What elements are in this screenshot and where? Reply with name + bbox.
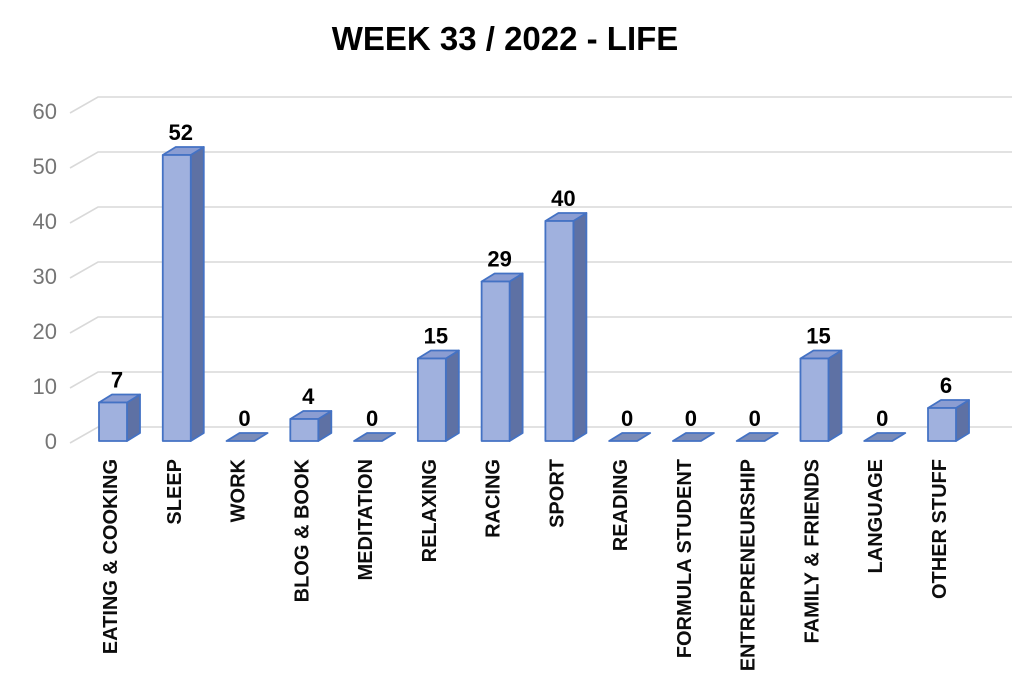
bar xyxy=(289,418,320,442)
gridline xyxy=(69,151,1012,169)
x-axis-label: FORMULA STUDENT xyxy=(674,459,696,658)
bar-value-label: 0 xyxy=(366,406,378,431)
x-axis-label: RACING xyxy=(483,459,505,538)
bar xyxy=(927,407,957,442)
y-axis-labels-group: 0 10 20 30 40 50 60 xyxy=(33,99,57,454)
x-axis-label: OTHER STUFF xyxy=(929,459,951,599)
gridline xyxy=(69,261,1012,279)
bar-value-label: 52 xyxy=(169,120,193,145)
bar-value-label: 0 xyxy=(238,406,250,431)
bar-value-label: 7 xyxy=(111,368,123,393)
gridline xyxy=(69,426,1012,444)
y-tick-label: 60 xyxy=(33,99,57,124)
x-axis-label: LANGUAGE xyxy=(865,459,887,573)
gridline xyxy=(69,371,1012,389)
x-axis-labels-group: EATING & COOKING SLEEP WORK BLOG & BOOK MEDI… xyxy=(100,458,951,671)
bar-side-face xyxy=(508,272,524,442)
bar xyxy=(98,401,128,442)
y-tick-label: 0 xyxy=(45,429,57,454)
y-tick-label: 20 xyxy=(33,319,57,344)
gridline xyxy=(69,96,1012,114)
bar-value-label: 0 xyxy=(685,406,697,431)
gridline xyxy=(69,316,1012,334)
x-axis-label: EATING & COOKING xyxy=(100,459,122,654)
gridline xyxy=(69,206,1012,224)
bar xyxy=(480,280,511,442)
y-tick-label: 10 xyxy=(33,374,57,399)
chart-title: WEEK 33 / 2022 - LIFE xyxy=(332,20,679,57)
bar-zero-marker xyxy=(225,432,269,442)
bar xyxy=(416,357,447,442)
x-axis-label: SPORT xyxy=(546,459,568,528)
x-axis-label: WORK xyxy=(228,458,250,522)
bar-side-face xyxy=(827,349,843,442)
bar-value-label: 4 xyxy=(302,384,315,409)
x-axis-label: ENTREPRENEURSHIP xyxy=(738,459,760,671)
bar-zero-marker xyxy=(672,432,715,442)
x-axis-label: BLOG & BOOK xyxy=(291,458,313,602)
bar-side-face xyxy=(444,349,460,442)
y-tick-label: 40 xyxy=(33,209,57,234)
x-axis-label: SLEEP xyxy=(164,459,186,525)
bar-value-label: 15 xyxy=(424,324,448,349)
bar-zero-marker xyxy=(353,432,396,442)
x-axis-label: FAMILY & FRIENDS xyxy=(801,459,823,643)
bar-side-face xyxy=(572,212,588,442)
y-tick-label: 30 xyxy=(33,264,57,289)
bar-value-label: 6 xyxy=(940,373,952,398)
bar-value-label: 0 xyxy=(621,406,633,431)
bar-side-face xyxy=(189,146,205,442)
bar-value-label: 29 xyxy=(487,247,511,272)
bar-value-label: 40 xyxy=(551,186,575,211)
bar-value-label: 0 xyxy=(876,406,888,431)
bar-zero-marker xyxy=(608,432,652,442)
x-axis-label: READING xyxy=(610,459,632,551)
bar-value-label: 15 xyxy=(806,324,830,349)
bar-zero-marker xyxy=(735,432,779,442)
x-axis-label: RELAXING xyxy=(419,459,441,562)
bar-zero-marker xyxy=(863,432,907,442)
bar xyxy=(799,357,830,442)
gridlines-group xyxy=(69,96,1012,444)
bar xyxy=(161,154,192,442)
x-axis-label: MEDITATION xyxy=(355,459,377,580)
bar xyxy=(544,220,575,442)
bar-value-label: 0 xyxy=(749,406,761,431)
y-tick-label: 50 xyxy=(33,154,57,179)
